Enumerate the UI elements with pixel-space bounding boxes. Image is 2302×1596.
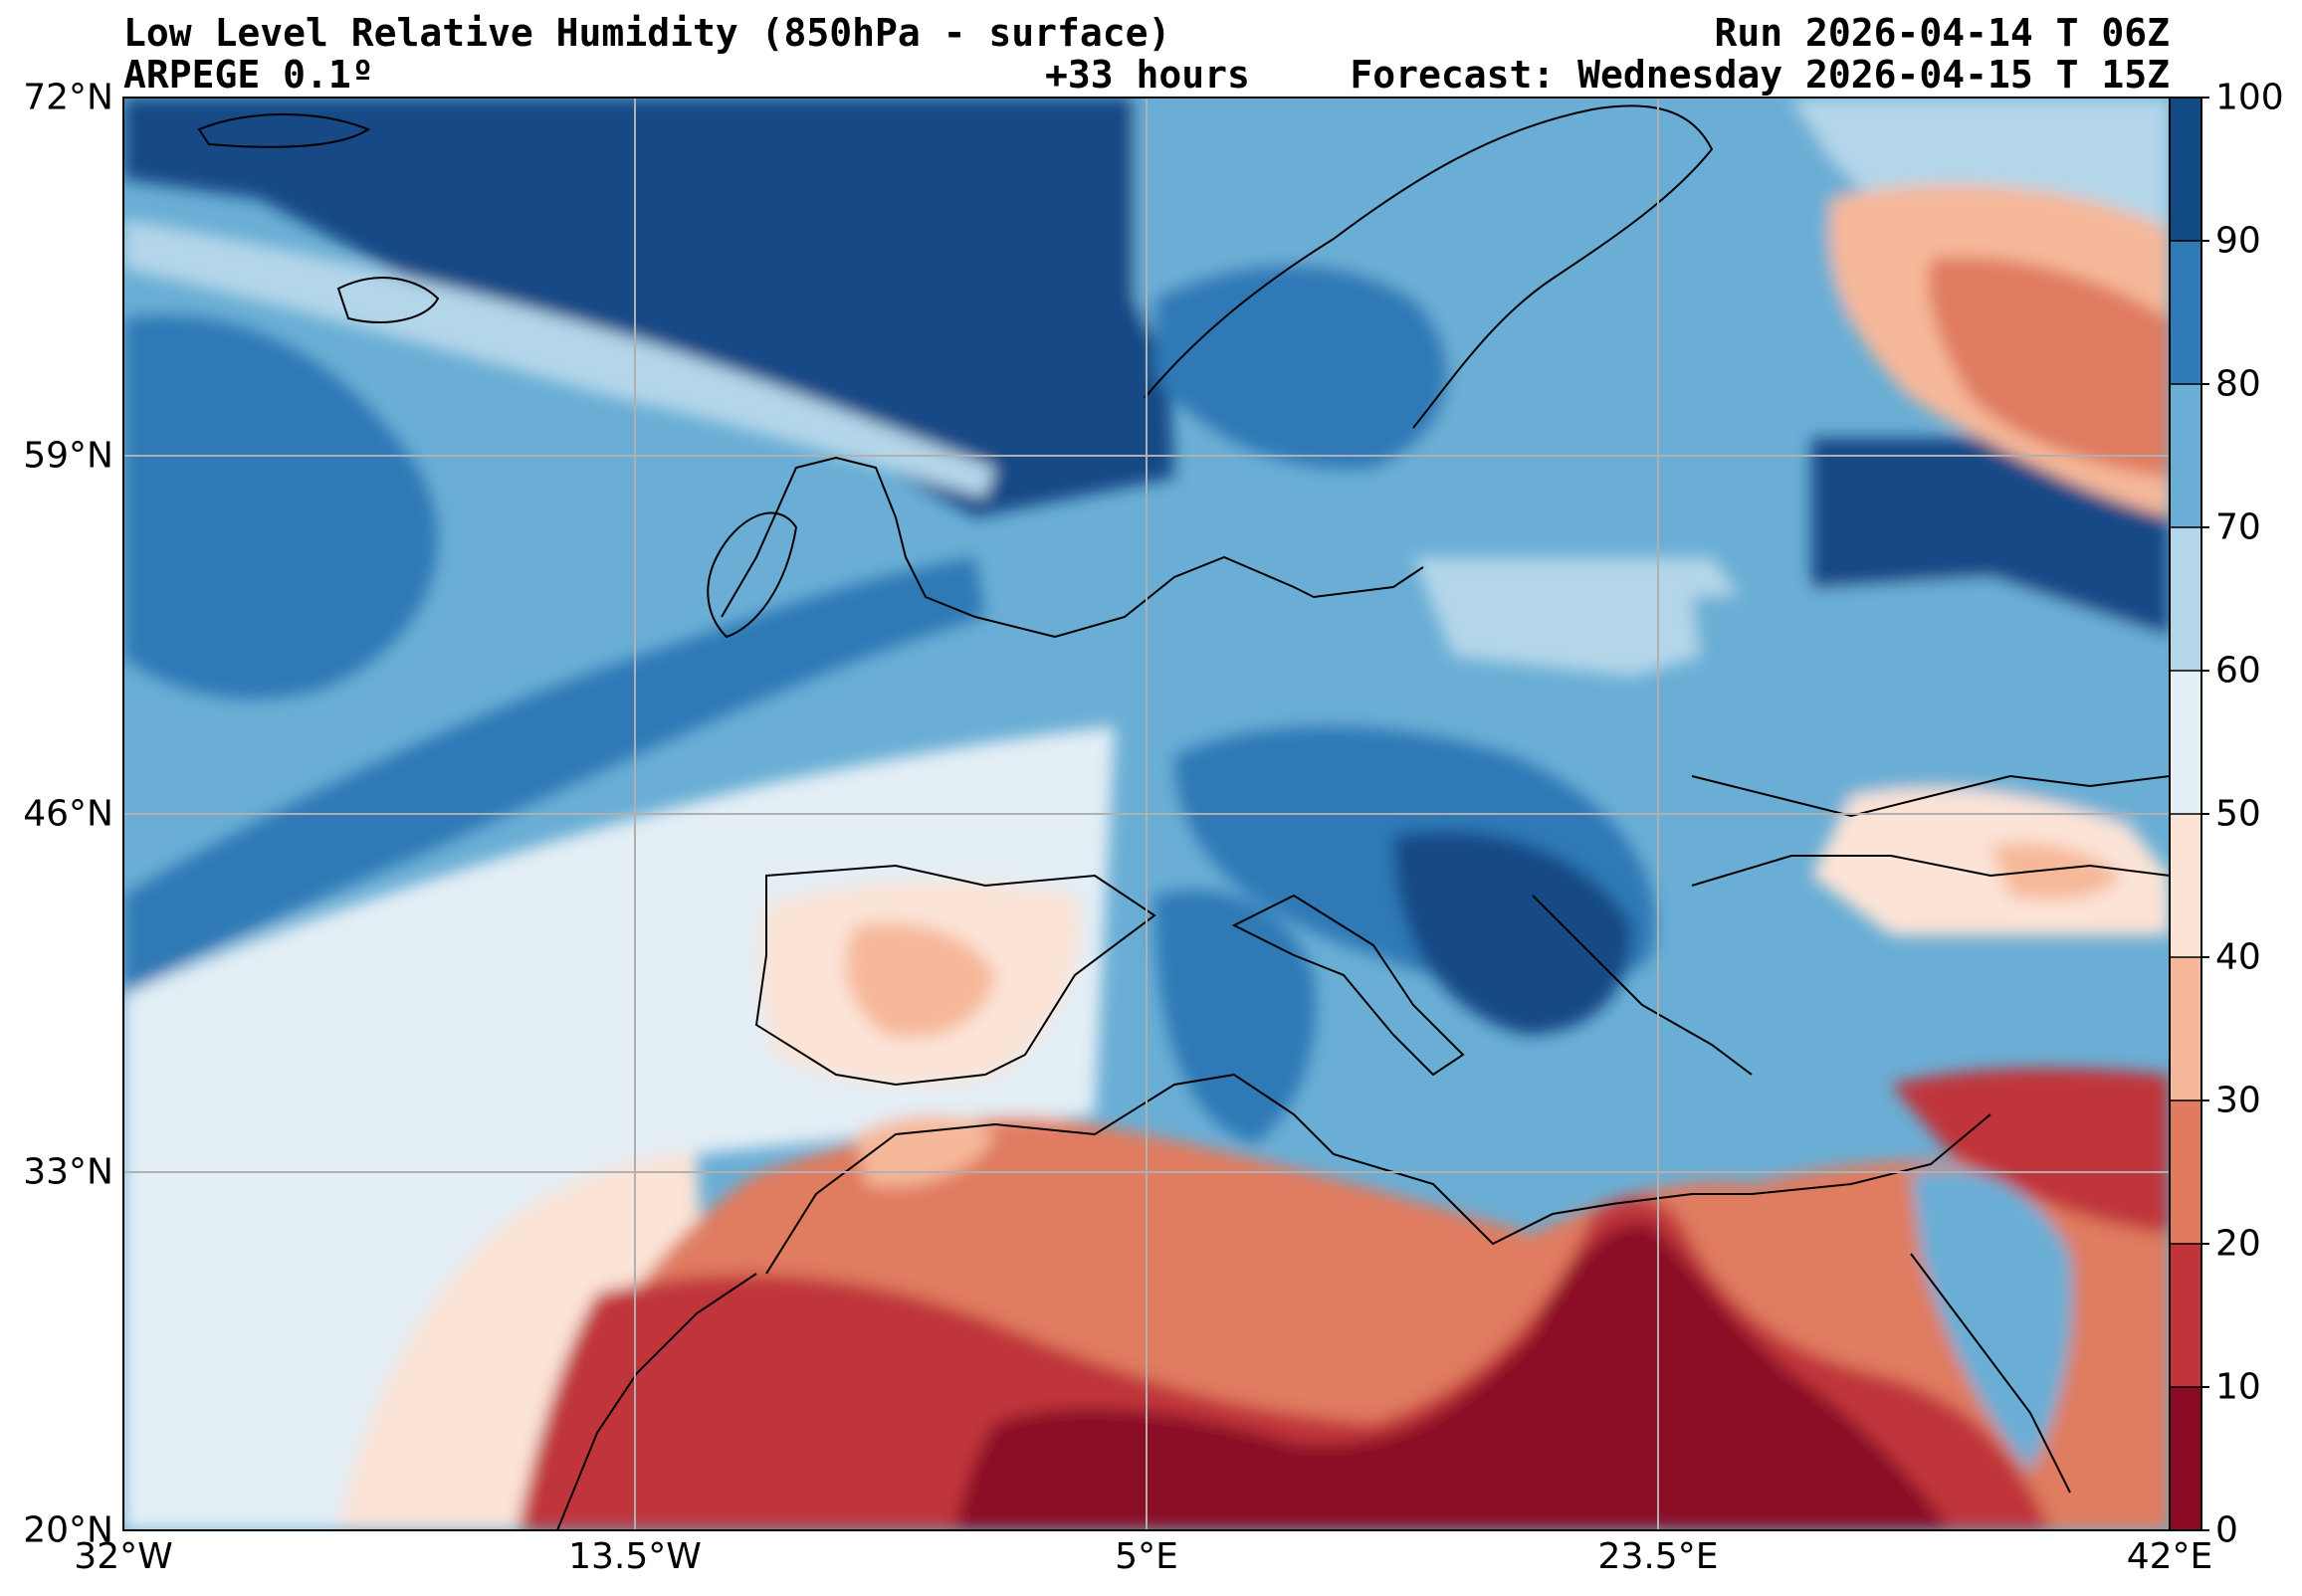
coastlines	[197, 104, 2170, 1530]
forecast-time: Forecast: Wednesday 2026-04-15 T 15Z	[1350, 53, 2170, 97]
lon-tick-label: 32°W	[74, 1536, 172, 1577]
colorbar-segment	[2170, 1244, 2201, 1387]
colorbar-segment	[2170, 1100, 2201, 1244]
colorbar-segment	[2170, 384, 2201, 527]
run-time: Run 2026-04-14 T 06Z	[1714, 11, 2170, 55]
lon-tick-label: 13.5°W	[568, 1536, 702, 1577]
colorbar-segment	[2170, 671, 2201, 814]
colorbar: 0 10 20 30 40 50 60 70 80 90 100	[2169, 78, 2284, 1551]
colorbar-label: 30	[2215, 1081, 2261, 1121]
lead-time: +33 hours	[1045, 53, 1250, 97]
colorbar-segment	[2170, 957, 2201, 1100]
colorbar-label: 100	[2215, 78, 2284, 118]
lat-tick-label: 20°N	[23, 1510, 113, 1551]
map-title: Low Level Relative Humidity (850hPa - su…	[123, 11, 1171, 55]
colorbar-label: 60	[2215, 651, 2261, 692]
colorbar-segment	[2170, 241, 2201, 384]
lat-tick-label: 72°N	[23, 78, 113, 118]
colorbar-label: 50	[2215, 794, 2261, 835]
lon-tick-label: 23.5°E	[1598, 1536, 1719, 1577]
colorbar-label: 40	[2215, 937, 2261, 978]
lon-labels: 32°W 13.5°W 5°E 23.5°E 42°E	[74, 1536, 2212, 1577]
lon-tick-label: 42°E	[2127, 1536, 2213, 1577]
colorbar-segment	[2170, 1387, 2201, 1530]
lat-tick-label: 33°N	[23, 1152, 113, 1193]
lon-tick-label: 5°E	[1115, 1536, 1178, 1577]
lat-tick-label: 46°N	[23, 794, 113, 835]
colorbar-frame	[2169, 97, 2202, 1531]
lat-labels: 72°N 59°N 46°N 33°N 20°N	[23, 78, 113, 1551]
colorbar-label: 80	[2215, 364, 2261, 405]
colorbar-label: 0	[2215, 1510, 2238, 1551]
colorbar-segment	[2170, 98, 2201, 241]
colorbar-label: 20	[2215, 1224, 2261, 1265]
colorbar-segment	[2170, 814, 2201, 957]
colorbar-label: 90	[2215, 221, 2261, 262]
lat-tick-label: 59°N	[23, 436, 113, 477]
colorbar-label: 10	[2215, 1367, 2261, 1408]
model-name: ARPEGE 0.1º	[123, 53, 374, 97]
colorbar-label: 70	[2215, 507, 2261, 548]
colorbar-segment	[2170, 527, 2201, 671]
